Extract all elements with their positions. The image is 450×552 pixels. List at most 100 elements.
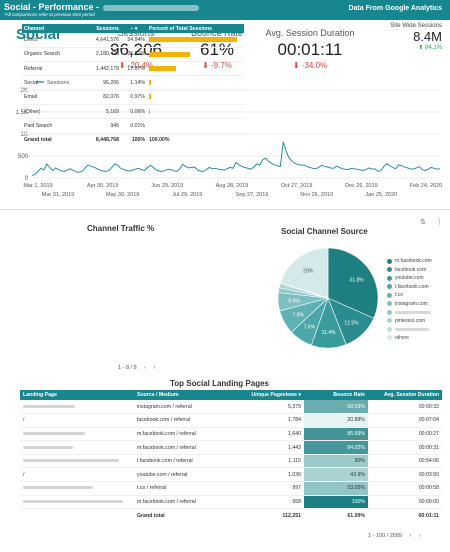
col-bounce-rate[interactable]: Bounce Rate — [304, 390, 368, 400]
redacted-path — [23, 404, 75, 408]
x-tick-label: Mar 31, 2019 — [42, 192, 74, 198]
percent-bar-cell — [147, 33, 244, 48]
chevron-left-icon[interactable]: ‹ — [409, 533, 412, 539]
percent-bar-cell — [147, 104, 244, 120]
pie-slice-label: 20% — [303, 268, 314, 274]
landing-page-path[interactable] — [20, 427, 134, 442]
bounce-rate-cell: 53.05% — [304, 481, 368, 496]
legend-item[interactable]: m.facebook.com — [387, 257, 432, 266]
scorecard-label: Avg. Session Duration — [265, 28, 355, 38]
scorecard-value: 8.4M — [413, 29, 442, 44]
data-source-label: Data From Google Analytics — [348, 5, 442, 12]
avg-session-duration: 00:00:32 — [368, 400, 442, 415]
percent-value: 54.94% — [121, 33, 147, 48]
table-row[interactable]: Social 96,206 1.14% — [22, 75, 244, 91]
percent-value: 0.97% — [121, 90, 147, 105]
sessions-value: 945 — [86, 118, 121, 134]
landing-page-path[interactable] — [20, 481, 134, 496]
source-medium: m.facebook.com / referral — [134, 495, 230, 510]
pager-label: 1 - 100 / 2689 — [368, 533, 402, 539]
source-medium: t.co / referral — [134, 481, 230, 496]
pie-slice[interactable] — [327, 247, 379, 319]
legend-label: youtube.com — [395, 275, 424, 282]
avg-session-duration: 00:54:06 — [368, 454, 442, 469]
chevron-left-icon[interactable]: ‹ — [144, 365, 147, 371]
table-row[interactable]: l.facebook.com / referral 1,115 50% 00:54:0… — [20, 454, 442, 469]
table-row[interactable]: (Other) 5,169 0.06% — [22, 104, 244, 120]
pie-legend: m.facebook.com facebook.com youtube.com l.f… — [387, 257, 432, 342]
col-avg-session-duration[interactable]: Avg. Session Duration — [368, 390, 442, 400]
col-unique-pageviews[interactable]: Unique Pageviews ▾ — [230, 390, 304, 400]
grand-total-label: Grand total — [24, 137, 52, 144]
legend-item[interactable] — [387, 308, 432, 317]
landing-page-path[interactable] — [20, 440, 134, 455]
legend-item[interactable]: youtube.com — [387, 274, 432, 283]
table-row[interactable]: Paid Search 945 0.01% — [22, 118, 244, 134]
chevron-right-icon[interactable]: › — [418, 533, 421, 539]
percent-value: 25.81% — [121, 47, 147, 63]
table-row[interactable]: / facebook.com / referral 1,784 20.88% 00:07… — [20, 413, 442, 428]
table-row[interactable]: t.co / referral 997 53.05% 00:00:58 — [20, 481, 442, 496]
legend-item[interactable]: facebook.com — [387, 266, 432, 275]
sort-options-icon[interactable]: ⇅ — [420, 219, 426, 226]
legend-dot — [387, 284, 392, 290]
y-tick-label: 1K — [21, 132, 28, 138]
channel-name: Direct — [22, 33, 86, 48]
pie-slice-label: 7.9% — [293, 313, 305, 319]
percent-bar-cell — [147, 90, 244, 105]
avg-session-duration-scorecard[interactable]: Avg. Session Duration 00:01:11 ⬇ -34.0% — [262, 28, 358, 70]
landing-page-path[interactable]: / — [20, 467, 134, 483]
col-channel[interactable]: Channel — [22, 24, 86, 33]
x-tick-label: Jan 25, 2020 — [365, 192, 397, 198]
col-source-medium[interactable]: Source / Medium — [134, 390, 230, 400]
percent-bar — [149, 94, 151, 100]
grand-total-label: Grand total — [137, 512, 165, 519]
y-tick-label: 500 — [18, 154, 29, 160]
channel-name: Referral — [22, 61, 86, 77]
legend-dot — [387, 309, 392, 315]
legend-item[interactable]: pinterest.com — [387, 317, 432, 326]
x-tick-label: May 30, 2019 — [106, 192, 139, 198]
scorecard-value: 00:01:11 — [277, 40, 343, 59]
source-medium: l.facebook.com / referral — [134, 454, 230, 469]
sessions-value: 96,206 — [86, 75, 121, 91]
y-tick-label: 1.5K — [16, 110, 28, 116]
grand-total-row: Grand total 8,448,768 100% 100.00% — [22, 133, 244, 147]
table-row[interactable]: m.facebook.com / referral 1,443 84.02% 00:0… — [20, 440, 442, 455]
table-row[interactable]: Organic Search 2,180,429 25.81% — [22, 47, 244, 63]
table-row[interactable]: m.facebook.com / referral 958 100% 00:00:00 — [20, 495, 442, 510]
landing-page-path[interactable] — [20, 400, 134, 415]
table-row[interactable]: Direct 4,641,576 54.94% — [22, 33, 244, 48]
legend-dot — [387, 258, 392, 264]
col-percent-total[interactable]: Percent of Total Sessions — [147, 24, 244, 33]
sort-desc-icon[interactable]: – ▾ — [121, 24, 147, 33]
chevron-right-icon[interactable]: › — [153, 365, 156, 371]
legend-item[interactable]: t.co — [387, 291, 432, 300]
table-row[interactable]: / youtube.com / referral 1,036 43.9% 00:03:5… — [20, 467, 442, 483]
table-row[interactable]: m.facebook.com / referral 1,640 85.59% 00:0… — [20, 427, 442, 442]
pie-slice-label: 31.8% — [349, 277, 364, 283]
legend-item[interactable]: others — [387, 334, 432, 343]
bounce-rate-cell: 50% — [304, 454, 368, 469]
pie-slice[interactable] — [280, 247, 329, 299]
unique-pageviews: 1,036 — [230, 467, 304, 483]
legend-dot — [387, 267, 392, 273]
col-sessions[interactable]: Sessions — [86, 24, 121, 33]
landing-page-path[interactable] — [20, 454, 134, 469]
legend-item[interactable] — [387, 325, 432, 334]
more-options-icon[interactable]: ⋮ — [436, 219, 443, 226]
landing-page-path[interactable]: / — [20, 413, 134, 428]
col-landing-page[interactable]: Landing Page — [20, 390, 134, 400]
percent-value: 17.07% — [121, 61, 147, 77]
legend-item[interactable]: l.facebook.com — [387, 283, 432, 292]
table-row[interactable]: instagram.com / referral 5,379 69.03% 00:00… — [20, 400, 442, 415]
table-row[interactable]: Email 82,076 0.97% — [22, 90, 244, 105]
legend-item[interactable]: instagram.com — [387, 300, 432, 309]
channel-name: (Other) — [22, 104, 86, 120]
bounce-rate-cell: 84.02% — [304, 440, 368, 455]
landing-page-path[interactable] — [20, 495, 134, 510]
table-row[interactable]: Referral 1,442,179 17.07% — [22, 61, 244, 77]
social-source-pie-chart[interactable]: 31.8% 12.5% 11.4% 7.6% 7.9% 5.9% 20% — [276, 232, 380, 364]
redacted-path — [23, 500, 123, 504]
site-wide-sessions-scorecard[interactable]: Site Wide Sessions 8.4M ⬆ 84.1% — [390, 23, 442, 51]
